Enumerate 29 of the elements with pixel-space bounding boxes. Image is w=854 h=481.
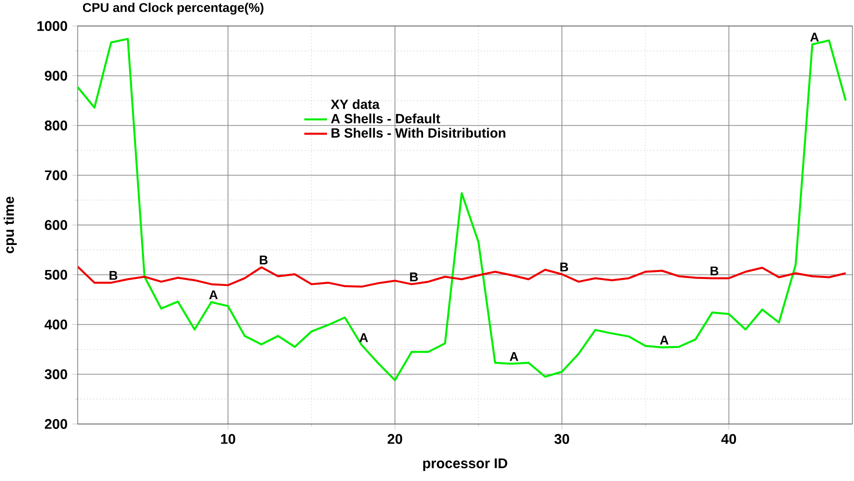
annotation: B [560, 262, 568, 272]
annotation: A [510, 352, 518, 361]
x-axis-title: processor ID [423, 458, 508, 471]
annotation: A [810, 32, 819, 42]
chart-title: CPU and Clock percentage(%) [82, 2, 264, 15]
y-tick-label: 600 [44, 220, 68, 230]
annotation: A [209, 290, 218, 300]
annotation: B [260, 256, 268, 264]
legend-title: XY data [330, 99, 380, 110]
y-tick-label: 800 [44, 120, 68, 130]
y-tick-label: 900 [44, 70, 68, 81]
y-tick-label: 300 [44, 369, 68, 380]
y-tick-label: 1000 [37, 21, 68, 31]
annotation: A [359, 333, 368, 342]
x-tick-label: 30 [554, 434, 570, 444]
annotation: B [710, 266, 718, 276]
y-tick-label: 200 [44, 419, 68, 429]
legend-label: A Shells - Default [331, 114, 440, 124]
legend-label: B Shells - With Disitribution [332, 128, 506, 138]
y-axis-title: cpu time [4, 196, 17, 254]
annotation: A [660, 336, 668, 344]
x-tick-label: 40 [721, 434, 736, 444]
x-tick-label: 10 [221, 434, 236, 444]
y-tick-label: 400 [44, 320, 68, 330]
y-tick-label: 700 [44, 170, 68, 180]
annotation: B [410, 272, 418, 282]
x-tick-label: 20 [388, 434, 402, 444]
y-tick-label: 500 [44, 270, 68, 280]
annotation: B [110, 271, 118, 280]
